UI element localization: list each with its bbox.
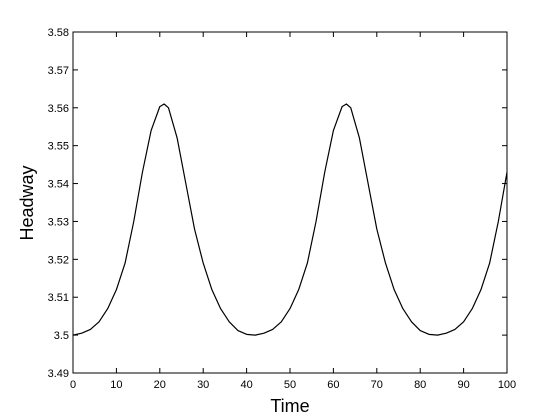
y-tick-label: 3.56 (48, 103, 69, 115)
y-tick-label: 3.52 (48, 254, 69, 266)
x-tick-label: 70 (371, 379, 383, 391)
y-axis-label: Headway (17, 165, 37, 240)
x-tick-label: 90 (457, 379, 469, 391)
x-tick-label: 30 (197, 379, 209, 391)
x-tick-label: 20 (154, 379, 166, 391)
y-tick-label: 3.51 (48, 292, 69, 304)
x-tick-label: 100 (498, 379, 516, 391)
y-tick-label: 3.57 (48, 65, 69, 77)
y-tick-label: 3.54 (48, 179, 69, 191)
y-tick-label: 3.53 (48, 216, 69, 228)
x-tick-label: 0 (70, 379, 76, 391)
plot-area (72, 31, 508, 374)
line-series (72, 103, 508, 336)
y-tick-label: 3.58 (48, 27, 69, 39)
y-tick-label: 3.5 (54, 330, 69, 342)
x-tick-label: 40 (240, 379, 252, 391)
y-tick-label: 3.49 (48, 368, 69, 380)
x-tick-label: 60 (327, 379, 339, 391)
x-tick-label: 80 (414, 379, 426, 391)
y-tick-label: 3.55 (48, 141, 69, 153)
x-axis-label: Time (270, 396, 309, 416)
x-tick-label: 10 (110, 379, 122, 391)
x-tick-label: 50 (284, 379, 296, 391)
